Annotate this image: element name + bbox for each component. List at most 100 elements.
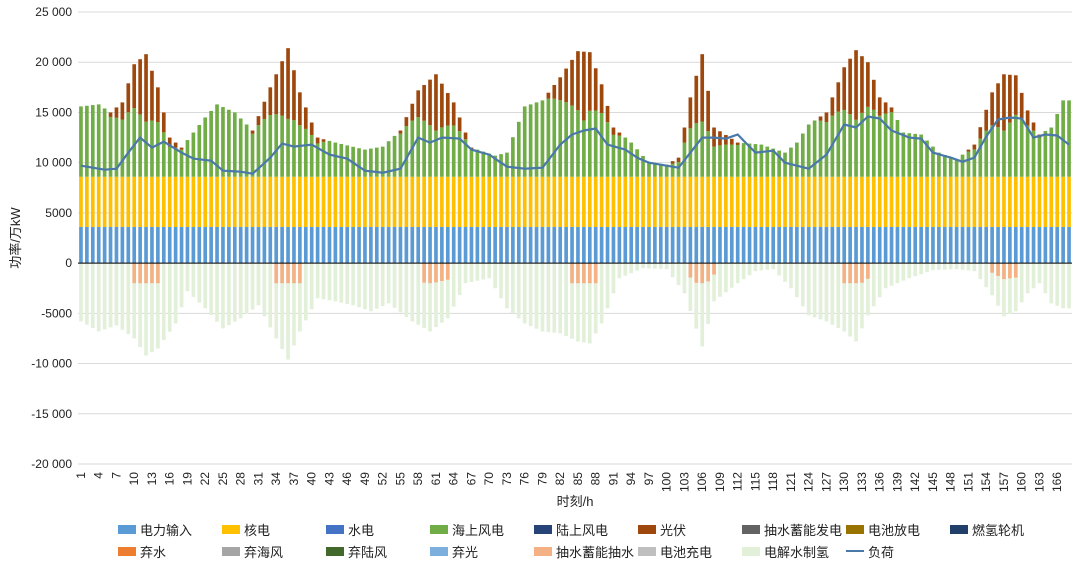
bar-海上风电	[724, 144, 728, 177]
bar-电力输入	[274, 226, 279, 264]
bar-电力输入	[161, 226, 166, 264]
legend-swatch	[742, 546, 760, 556]
bar-电解水制氢	[984, 263, 989, 288]
x-tick-label: 157	[997, 472, 1011, 492]
bar-电解水制氢	[232, 263, 237, 322]
bar-电解水制氢	[647, 263, 651, 269]
bar-海上风电	[268, 115, 273, 177]
legend-item: 抽水蓄能发电	[742, 520, 846, 539]
bar-抽水蓄能抽水	[292, 263, 296, 284]
bar-海上风电	[144, 121, 148, 177]
x-tick-label: 100	[660, 472, 674, 492]
bar-抽水蓄能抽水	[712, 263, 716, 275]
bar-核电	[1002, 176, 1006, 227]
bar-核电	[138, 176, 142, 227]
bar-光伏	[303, 107, 308, 129]
x-tick-label: 76	[518, 472, 532, 486]
bar-海上风电	[747, 143, 752, 177]
legend-label: 弃海风	[244, 544, 284, 560]
bar-核电	[428, 176, 432, 227]
bar-核电	[617, 176, 622, 227]
bar-海上风电	[114, 117, 119, 177]
bar-电力输入	[505, 226, 509, 264]
bar-海上风电	[221, 107, 225, 177]
bar-海上风电	[85, 105, 89, 177]
bar-电解水制氢	[599, 263, 604, 324]
bar-核电	[499, 176, 503, 227]
bar-海上风电	[978, 138, 983, 177]
bar-电力输入	[1037, 226, 1042, 264]
bar-电力输入	[913, 226, 918, 264]
bar-海上风电	[422, 120, 426, 177]
legend-item: 弃光	[430, 542, 534, 561]
bar-核电	[522, 176, 527, 227]
bar-光伏	[434, 74, 438, 131]
bar-电解水制氢	[960, 263, 965, 270]
bar-核电	[670, 176, 675, 227]
bar-核电	[789, 176, 793, 227]
bar-抽水蓄能抽水	[582, 263, 586, 284]
bar-海上风电	[516, 121, 521, 177]
bar-海上风电	[641, 155, 645, 177]
bar-光伏	[990, 92, 994, 126]
bar-电力输入	[463, 226, 468, 264]
bar-电解水制氢	[511, 263, 515, 314]
bar-核电	[641, 176, 645, 227]
bar-海上风电	[806, 124, 811, 177]
line-负荷	[80, 115, 1070, 175]
bar-海上风电	[605, 122, 610, 177]
bar-电力输入	[191, 226, 196, 264]
bar-海上风电	[333, 142, 338, 177]
bar-电力输入	[937, 226, 941, 264]
bar-海上风电	[1019, 118, 1024, 177]
bar-核电	[244, 176, 249, 227]
bar-核电	[191, 176, 196, 227]
bar-光伏	[463, 132, 468, 140]
bar-海上风电	[469, 149, 474, 177]
bar-光伏	[1031, 122, 1036, 131]
bar-电力输入	[534, 226, 539, 264]
bar-海上风电	[1008, 122, 1012, 177]
bar-电力输入	[357, 226, 361, 264]
bar-光伏	[274, 74, 279, 115]
bar-核电	[386, 176, 391, 227]
bar-核电	[735, 176, 740, 227]
bar-电力输入	[919, 226, 923, 264]
bar-海上风电	[741, 143, 746, 177]
bar-电解水制氢	[422, 263, 426, 329]
bar-电解水制氢	[499, 263, 503, 299]
bar-抽水蓄能抽水	[1002, 263, 1006, 280]
bar-核电	[102, 176, 107, 227]
bar-核电	[445, 176, 450, 227]
bar-核电	[546, 176, 551, 227]
x-tick-label: 73	[500, 472, 514, 486]
bar-海上风电	[215, 104, 219, 177]
bar-核电	[990, 176, 994, 227]
bar-电力输入	[126, 226, 131, 264]
bar-电力输入	[942, 226, 947, 264]
x-tick-label: 106	[695, 472, 709, 492]
bar-电力输入	[676, 226, 681, 264]
bar-电解水制氢	[789, 263, 793, 289]
legend-item: 水电	[326, 520, 430, 539]
bar-电解水制氢	[771, 263, 776, 270]
bar-海上风电	[298, 125, 302, 177]
bar-核电	[984, 176, 989, 227]
bar-海上风电	[440, 127, 444, 177]
legend-swatch	[118, 524, 136, 534]
bar-电力输入	[972, 226, 977, 264]
bar-核电	[806, 176, 811, 227]
bar-抽水蓄能抽水	[996, 263, 1000, 276]
bar-海上风电	[570, 105, 574, 177]
bar-光伏	[836, 82, 841, 112]
bar-光伏	[599, 84, 604, 113]
bar-海上风电	[303, 128, 308, 177]
bar-电解水制氢	[925, 263, 929, 273]
bar-核电	[765, 176, 770, 227]
bar-海上风电	[528, 104, 533, 177]
bar-电解水制氢	[126, 263, 131, 335]
bar-电解水制氢	[1049, 263, 1054, 304]
bar-光伏	[457, 117, 462, 132]
bar-电解水制氢	[966, 263, 971, 271]
bar-电力输入	[262, 226, 267, 264]
